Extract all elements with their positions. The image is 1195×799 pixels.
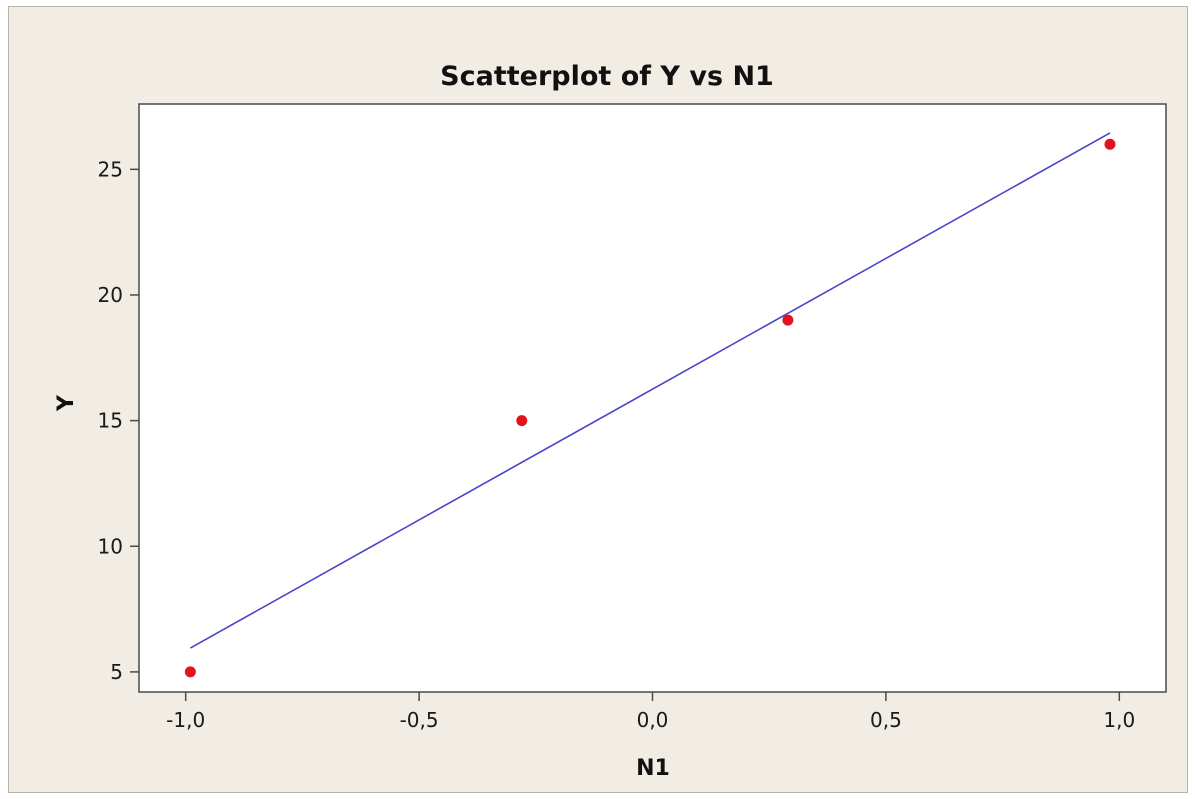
data-point [782, 314, 794, 326]
x-tick-label: 0,5 [870, 708, 902, 732]
x-tick-label: -0,5 [400, 708, 439, 732]
data-point [1104, 138, 1116, 150]
x-axis-title: N1 [636, 756, 670, 781]
y-axis-title: Y [54, 394, 79, 412]
data-point [516, 415, 528, 427]
y-tick-label: 15 [98, 409, 123, 433]
data-point [184, 666, 196, 678]
x-tick-label: 0,0 [637, 708, 669, 732]
chart-frame: Scatterplot of Y vs N1 -1,0 -0,5 0,0 0,5 1,0… [8, 6, 1188, 793]
data-points [184, 138, 1116, 678]
x-tick-label: 1,0 [1103, 708, 1135, 732]
y-tick-label: 10 [98, 534, 123, 558]
scatterplot-svg: Scatterplot of Y vs N1 -1,0 -0,5 0,0 0,5 1,0… [54, 61, 1167, 781]
y-tick-label: 25 [98, 157, 123, 181]
plot-area [138, 103, 1167, 693]
y-tick-label: 5 [110, 660, 123, 684]
x-axis-ticks: -1,0 -0,5 0,0 0,5 1,0 [166, 692, 1135, 732]
chart-title: Scatterplot of Y vs N1 [440, 61, 774, 92]
regression-fit-line [189, 132, 1111, 649]
x-tick-label: -1,0 [166, 708, 205, 732]
y-tick-label: 20 [98, 283, 123, 307]
y-axis-ticks: 5 10 15 20 25 [98, 157, 139, 684]
